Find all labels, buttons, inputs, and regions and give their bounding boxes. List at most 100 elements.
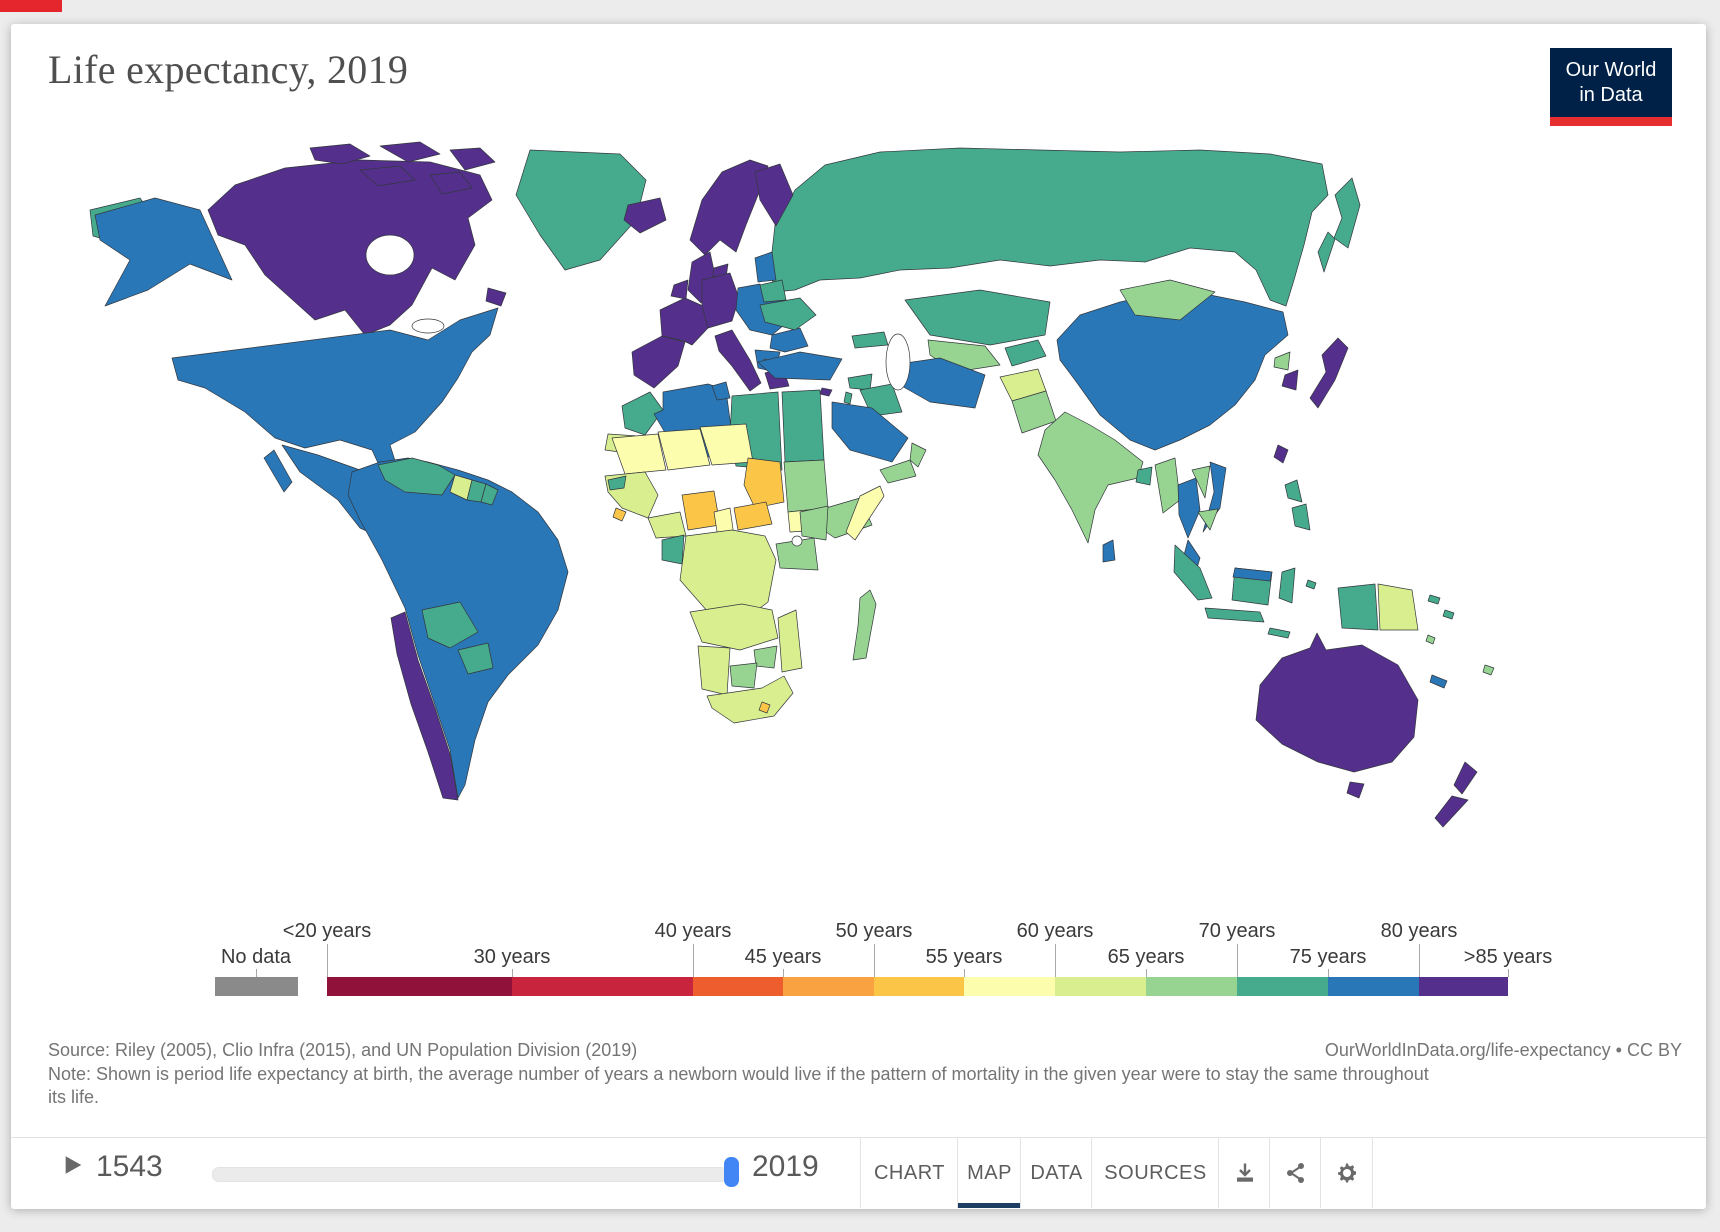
owid-logo[interactable]: Our World in Data [1550,48,1672,126]
map-region-caucasus[interactable] [851,331,889,349]
map-region-myanmar[interactable] [1154,457,1181,514]
map-region-botswana[interactable] [729,662,758,689]
map-region-chile[interactable] [390,611,459,801]
map-region-south-africa[interactable] [706,675,794,724]
map-region-sakhalin[interactable] [1317,231,1336,273]
legend-no-data-swatch[interactable] [215,977,298,996]
map-region-vanuatu[interactable] [1425,634,1436,645]
legend-band-45-50[interactable] [783,977,874,996]
map-region-scandinavia[interactable] [689,159,769,256]
legend-band-40-45[interactable] [693,977,783,996]
timeline-slider-track[interactable] [212,1167,728,1182]
map-region-paraguay[interactable] [457,642,494,675]
share-button[interactable] [1269,1138,1321,1208]
map-region-mauritania[interactable] [611,433,667,475]
map-region-nigeria[interactable] [681,490,721,531]
map-region-fiji[interactable] [1482,664,1495,676]
map-region-russia[interactable] [769,147,1329,307]
map-region-baltics[interactable] [754,251,777,283]
map-region-iberia[interactable] [631,335,686,389]
map-region-bangladesh[interactable] [1135,466,1153,486]
legend-band-20-30[interactable] [327,977,512,996]
map-region-arctic-islands[interactable] [379,141,441,163]
map-region-taiwan[interactable] [1273,444,1289,464]
map-region-ukraine[interactable] [759,297,817,331]
map-region-india[interactable] [1037,411,1144,544]
map-region-sri-lanka[interactable] [1102,539,1116,563]
map-region-australia[interactable] [1255,632,1419,773]
map-region-iceland[interactable] [623,197,667,234]
tab-sources[interactable]: SOURCES [1091,1138,1219,1208]
map-region-bolivia[interactable] [421,601,479,649]
map-region-cyprus[interactable] [819,387,833,397]
map-region-south-korea[interactable] [1281,369,1299,391]
legend-band-55-60[interactable] [964,977,1055,996]
legend-band-70-75[interactable] [1237,977,1328,996]
map-region-arctic-islands[interactable] [429,171,473,195]
tab-chart[interactable]: CHART [860,1138,958,1208]
map-region-arctic-islands[interactable] [359,165,416,187]
legend-band-50-55[interactable] [874,977,964,996]
map-region-mali[interactable] [657,428,711,471]
map-region-solomon-islands[interactable] [1427,594,1441,605]
map-region-french-guiana[interactable] [480,483,499,506]
map-region-north-korea[interactable] [1273,351,1291,371]
map-region-belarus[interactable] [759,279,787,303]
settings-button[interactable] [1320,1138,1373,1208]
map-region-cambodia[interactable] [1197,508,1219,531]
map-region-sierra-leone[interactable] [612,507,627,522]
map-region-solomon-islands[interactable] [1442,609,1455,620]
map-region-lesotho[interactable] [758,701,771,714]
map-region-yemen[interactable] [879,459,917,484]
map-region-philippines[interactable] [1291,503,1311,531]
map-region-kazakhstan[interactable] [904,289,1051,346]
map-region-somalia[interactable] [845,485,885,541]
map-region-laos[interactable] [1191,465,1211,499]
map-region-papua-new-guinea[interactable] [1377,583,1419,631]
legend-band-30-40[interactable] [512,977,693,996]
map-region-italy[interactable] [714,329,762,392]
map-region-sumatra[interactable] [1173,544,1213,601]
tab-map[interactable]: MAP [957,1138,1021,1208]
map-region-ghana-ivory-coast[interactable] [647,511,687,539]
play-button[interactable] [62,1154,84,1180]
map-region-dr-congo[interactable] [679,529,777,623]
map-region-central-african-republic[interactable] [733,501,773,531]
map-region-new-zealand[interactable] [1453,761,1478,795]
map-region-egypt[interactable] [781,389,825,463]
map-region-turkey[interactable] [757,351,843,381]
map-region-canada[interactable] [207,159,493,336]
tab-data[interactable]: DATA [1020,1138,1092,1208]
map-region-morocco[interactable] [621,391,664,436]
map-region-sulawesi[interactable] [1278,567,1296,604]
map-region-kyrgyzstan[interactable] [1004,339,1047,367]
footer-citation-link[interactable]: OurWorldInData.org/life-expectancy • CC … [1324,1040,1682,1060]
map-region-java[interactable] [1204,607,1265,623]
map-region-alaska[interactable] [94,197,233,307]
legend-band-80-85[interactable] [1419,977,1508,996]
timeline-slider-handle[interactable] [724,1157,739,1187]
map-region-tasmania[interactable] [1346,781,1365,799]
map-region-sudan[interactable] [783,459,829,513]
map-region-usa[interactable] [171,307,499,479]
map-region-arctic-islands[interactable] [449,147,496,171]
map-region-japan[interactable] [1309,337,1349,409]
map-region-mongolia[interactable] [1119,279,1216,321]
map-region-newfoundland[interactable] [485,287,507,307]
map-region-ireland[interactable] [670,279,689,300]
map-region-thailand[interactable] [1177,477,1201,539]
legend-band-65-70[interactable] [1146,977,1237,996]
legend-band-60-65[interactable] [1055,977,1146,996]
map-region-new-caledonia[interactable] [1429,674,1448,689]
map-region-moluccas[interactable] [1305,579,1317,590]
map-region-namibia[interactable] [697,645,731,696]
map-region-angola-zambia[interactable] [689,603,779,651]
map-region-oman[interactable] [909,442,927,468]
map-region-zimbabwe[interactable] [753,645,778,669]
map-region-syria[interactable] [847,373,873,391]
map-region-israel[interactable] [843,391,853,405]
map-region-france[interactable] [659,297,709,346]
legend-band-75-80[interactable] [1328,977,1419,996]
map-region-central-europe[interactable] [701,272,740,329]
map-region-new-zealand[interactable] [1434,795,1469,828]
